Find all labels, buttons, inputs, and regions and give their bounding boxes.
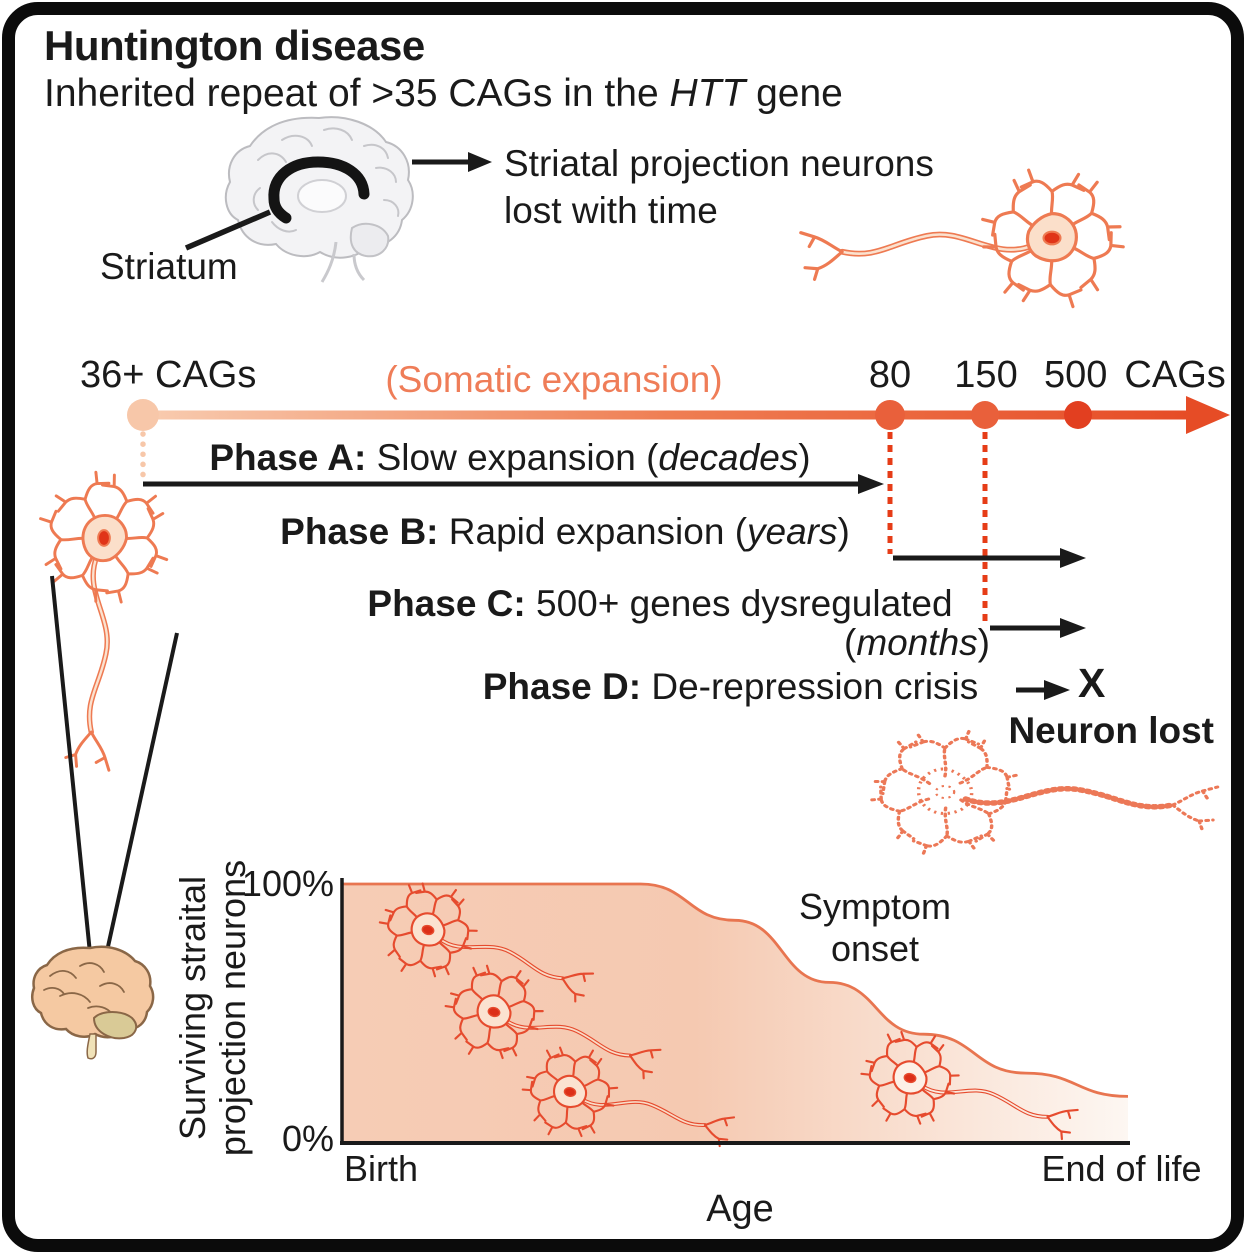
timeline-axis (127, 396, 1230, 624)
striatum-label: Striatum (100, 246, 238, 287)
survival-chart (340, 872, 1130, 1166)
chart-curve (342, 882, 1129, 1098)
figure-title: Huntington disease (44, 22, 425, 69)
gene-name: HTT (669, 72, 746, 115)
brainstem-shape (320, 241, 366, 283)
timeline-dot-36 (127, 399, 159, 431)
brain-lateral-icon (31, 945, 155, 1060)
neuron-lost-label: Neuron lost (1008, 710, 1214, 751)
somatic-expansion-label: (Somatic expansion) (385, 359, 723, 400)
phase-a-close: ) (798, 437, 811, 478)
y-axis-title-line-2: projection neurons (212, 859, 253, 1157)
phase-c-arrow (990, 618, 1086, 638)
phase-b-label: Phase B: Rapid expansion (years) (240, 511, 890, 553)
tick-label-80: 80 (868, 354, 912, 396)
note-line-1: Striatal projection neurons (504, 143, 934, 184)
phase-a-arrow (143, 474, 884, 494)
note-line-2: lost with time (504, 190, 718, 231)
tick-label-150: 150 (954, 354, 1018, 396)
magnifier-lines (50, 575, 179, 984)
subtitle-text-end: gene (745, 72, 843, 115)
brainstem-shape (86, 1033, 97, 1060)
symptom-onset-annotation: Symptom onset (772, 886, 978, 970)
phase-b-name: Phase B: (280, 511, 439, 552)
phase-d-name: Phase D: (482, 666, 642, 707)
phase-d-label: Phase D: De-repression crisis (448, 666, 1013, 708)
figure-subtitle: Inherited repeat of >35 CAGs in the HTT … (44, 72, 843, 116)
neuron-icon (40, 469, 166, 770)
x-tick-end-of-life: End of life (1041, 1148, 1202, 1189)
death-cross-icon: X (1078, 660, 1106, 706)
phase-c-close: ) (977, 622, 990, 663)
timeline-dot-80 (875, 400, 905, 430)
cerebellum-shape (92, 1011, 138, 1040)
tick-label-500: 500 CAGs (1044, 354, 1226, 397)
cerebellum-shape (349, 222, 390, 258)
subtitle-text: Inherited repeat of >35 CAGs in the (44, 72, 670, 115)
symptom-line-2: onset (830, 928, 920, 969)
symptom-line-1: Symptom (798, 886, 952, 927)
chart-area (342, 884, 1128, 1143)
neuron-loss-note: Striatal projection neurons lost with ti… (504, 140, 934, 234)
phase-b-close: ) (837, 511, 850, 552)
phase-a-duration: decades (658, 437, 799, 478)
y-tick-100: 100% (241, 863, 334, 904)
phase-b-duration: years (747, 511, 838, 552)
x-axis-title: Age (706, 1188, 774, 1230)
phase-a-label: Phase A: Slow expansion (decades) (160, 437, 860, 479)
timeline-dot-500 (1064, 401, 1092, 429)
x-tick-birth: Birth (344, 1148, 419, 1189)
timeline-start-label: 36+ CAGs (80, 354, 257, 396)
phase-b-arrow (893, 548, 1086, 568)
y-tick-0: 0% (281, 1118, 334, 1159)
phase-c-label: Phase C: 500+ genes dysregulated (330, 583, 990, 625)
y-axis-title-line-1: Surviving straital (172, 875, 213, 1141)
phase-c-text: 500+ genes dysregulated (525, 583, 953, 624)
phase-c-open: ( (844, 622, 857, 663)
phase-c-duration: months (856, 622, 978, 663)
phase-d-text: De-repression crisis (641, 666, 979, 707)
phase-d-arrow (1016, 680, 1070, 700)
striatum-pointer-line (184, 209, 272, 251)
phase-a-name: Phase A: (209, 437, 367, 478)
y-axis-title: Surviving straital projection neurons (172, 859, 253, 1157)
timeline-unit-label: CAGs (1124, 354, 1226, 396)
phase-b-text: Rapid expansion ( (438, 511, 748, 552)
brain-sagittal-icon (224, 116, 414, 283)
striatum-highlight (268, 156, 370, 224)
tick-500-value: 500 (1044, 354, 1108, 396)
arrow-icon (412, 152, 492, 172)
phase-a-text: Slow expansion ( (366, 437, 659, 478)
timeline-dot-150 (971, 401, 999, 429)
timeline-arrowhead-icon (1186, 396, 1230, 434)
phase-c-duration-line: (months) (330, 622, 990, 664)
phase-c-name: Phase C: (367, 583, 526, 624)
